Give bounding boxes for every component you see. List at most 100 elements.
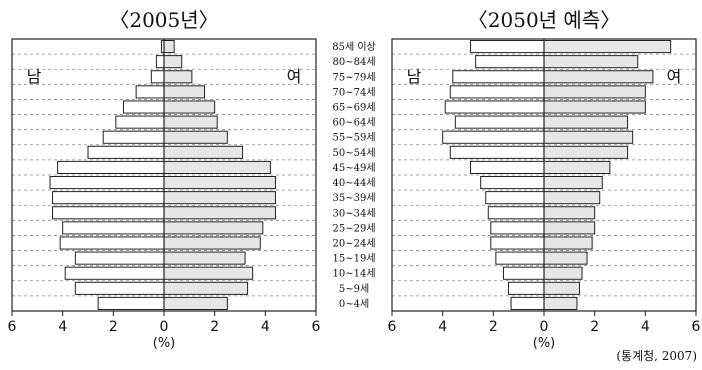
female-bar	[163, 236, 261, 250]
x-axis-unit-label: (%)	[533, 336, 556, 351]
pyramid-panel-2: 〈2050년 예측〉 6 4 2 0 2 4 6 (%) 남 여	[388, 8, 701, 351]
female-bar	[163, 281, 249, 295]
male-bar	[502, 266, 545, 280]
chart-title: 〈2050년 예측〉	[468, 8, 620, 32]
male-bar	[135, 85, 165, 99]
female-bar	[543, 145, 629, 159]
male-label: 남	[27, 67, 42, 86]
age-label: 45~49세	[332, 162, 375, 174]
female-bar	[543, 281, 580, 295]
male-bar	[475, 55, 545, 69]
age-label: 50~54세	[332, 147, 375, 159]
male-bar	[470, 160, 545, 174]
age-label: 75~79세	[332, 71, 375, 83]
male-bar	[470, 40, 545, 54]
female-bar	[543, 130, 634, 144]
pyramid-panel-1: 〈2005년〉 6 4 2 0 2 4 6 (%) 남 여	[8, 8, 321, 351]
female-bar	[163, 296, 228, 310]
female-bar	[543, 40, 672, 54]
x-tick-label: 2	[590, 319, 599, 335]
male-label: 남	[407, 67, 422, 86]
female-bar	[163, 55, 183, 69]
age-labels: 85세 이상 80~84세 75~79세 70~74세 65~69세 60~64세 55~5…	[332, 41, 376, 310]
female-bar	[163, 85, 206, 99]
male-bar	[64, 266, 165, 280]
x-tick-label: 4	[641, 319, 650, 335]
x-tick-label: 2	[489, 319, 498, 335]
female-bar	[163, 221, 264, 235]
male-bar	[62, 221, 165, 235]
female-bar	[543, 176, 603, 190]
female-bar	[543, 85, 646, 99]
age-label: 10~14세	[332, 268, 375, 280]
male-bar	[444, 100, 545, 114]
female-bar	[543, 100, 646, 114]
male-bar	[97, 296, 165, 310]
male-bar	[122, 100, 165, 114]
age-label: 15~19세	[332, 253, 375, 265]
male-bar	[59, 236, 165, 250]
female-bar	[543, 236, 593, 250]
female-bar	[543, 115, 629, 129]
male-bar	[508, 281, 545, 295]
x-tick-label: 6	[388, 319, 397, 335]
x-tick-label: 0	[160, 319, 169, 335]
female-bar	[543, 191, 601, 205]
female-bar	[163, 130, 228, 144]
male-bar	[102, 130, 165, 144]
female-bar	[163, 115, 218, 129]
x-tick-label: 2	[210, 319, 219, 335]
male-bar	[510, 296, 545, 310]
x-axis-unit-label: (%)	[153, 336, 176, 351]
age-label: 80~84세	[332, 56, 375, 68]
male-bar	[452, 70, 545, 84]
male-bar	[454, 115, 545, 129]
male-bar	[487, 206, 545, 220]
female-bar	[163, 266, 254, 280]
age-label: 85세 이상	[332, 41, 376, 53]
age-label: 70~74세	[332, 86, 375, 98]
female-bar	[543, 251, 588, 265]
female-bar	[163, 206, 276, 220]
source-note: (통계청, 2007)	[616, 349, 697, 363]
age-label: 20~24세	[332, 238, 375, 250]
x-tick-label: 6	[312, 319, 321, 335]
x-tick-label: 4	[58, 319, 67, 335]
female-bar	[163, 40, 175, 54]
x-tick-label: 2	[109, 319, 118, 335]
male-bar	[150, 70, 165, 84]
age-label: 40~44세	[332, 177, 375, 189]
male-bar	[74, 281, 165, 295]
chart-title: 〈2005년〉	[109, 8, 218, 32]
male-bar	[442, 130, 545, 144]
female-label: 여	[667, 67, 682, 86]
female-bar	[543, 206, 596, 220]
x-tick-label: 0	[540, 319, 549, 335]
male-bar	[490, 236, 545, 250]
female-bar	[543, 266, 583, 280]
age-label: 65~69세	[332, 102, 375, 114]
female-bar	[163, 100, 216, 114]
female-bar	[163, 191, 276, 205]
female-bar	[543, 221, 596, 235]
female-bar	[163, 70, 193, 84]
x-tick-label: 6	[692, 319, 701, 335]
female-bar	[163, 160, 271, 174]
x-tick-label: 6	[8, 319, 17, 335]
male-bar	[155, 55, 165, 69]
age-label: 5~9세	[339, 283, 369, 295]
male-bar	[449, 145, 545, 159]
male-bar	[57, 160, 165, 174]
x-tick-label: 4	[438, 319, 447, 335]
female-label: 여	[287, 67, 302, 86]
male-bar	[87, 145, 165, 159]
female-bar	[163, 145, 244, 159]
age-label: 0~4세	[339, 298, 369, 310]
age-label: 25~29세	[332, 222, 375, 234]
male-bar	[485, 191, 545, 205]
age-label: 35~39세	[332, 192, 375, 204]
female-bar	[543, 55, 639, 69]
male-bar	[490, 221, 545, 235]
male-bar	[480, 176, 545, 190]
